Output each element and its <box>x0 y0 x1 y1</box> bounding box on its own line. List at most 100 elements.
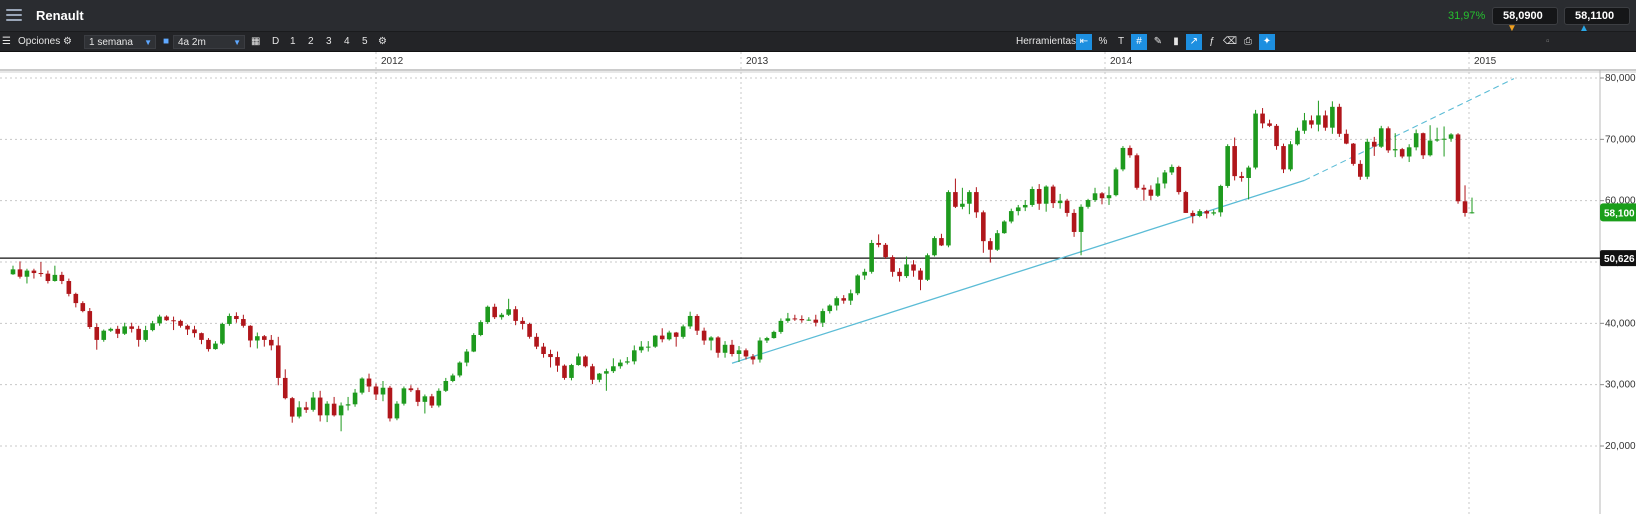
draw-tool-icon[interactable]: ✎ <box>1153 36 1163 47</box>
x-tick-label: 2012 <box>381 56 404 67</box>
candle-body <box>590 366 595 380</box>
candle-body <box>520 320 525 324</box>
candle-body <box>855 275 860 294</box>
current-price-badge <box>1600 203 1636 222</box>
candle-body <box>645 346 651 348</box>
gear-icon[interactable]: ⚙ <box>63 36 72 47</box>
candle-body <box>1267 123 1272 126</box>
y-tick-label: 40,000 <box>1605 318 1636 329</box>
menu-icon[interactable] <box>6 9 22 22</box>
candle-body <box>338 405 344 416</box>
candle-body <box>1392 149 1398 151</box>
interval-select[interactable]: 1 semana ▼ <box>84 35 156 49</box>
candle-body <box>548 354 553 358</box>
candle-body <box>994 233 1000 250</box>
candle-body <box>883 244 888 258</box>
candle-body <box>715 337 721 353</box>
zoom-icon[interactable]: ▫ <box>1546 36 1550 47</box>
grid-tool-icon[interactable]: # <box>1131 34 1147 50</box>
candle-body <box>1057 200 1063 204</box>
text-tool-icon[interactable]: T <box>1117 36 1125 47</box>
period-button[interactable]: 2 <box>308 36 314 47</box>
y-tick-label: 70,000 <box>1605 134 1636 145</box>
list-icon[interactable]: ☰ <box>2 36 11 47</box>
candle-body <box>80 303 86 312</box>
candle-body <box>108 328 114 331</box>
period-button[interactable]: 1 <box>290 36 296 47</box>
candle-body <box>771 331 777 339</box>
candle-body <box>1113 169 1119 196</box>
candle-body <box>813 319 819 323</box>
range-select[interactable]: 4a 2m ▼ <box>173 35 245 49</box>
candle-body <box>736 350 742 354</box>
candle-body <box>1036 189 1042 204</box>
candle-body <box>1099 193 1105 199</box>
period-button[interactable]: 3 <box>326 36 332 47</box>
candle-body <box>31 270 37 274</box>
candle-tool-icon[interactable]: ▮ <box>1173 36 1179 47</box>
candle-body <box>673 332 679 337</box>
candle-body <box>164 316 169 321</box>
candle-body <box>625 361 630 363</box>
candle-body <box>492 306 497 318</box>
candle-body <box>1015 207 1021 212</box>
candle-body <box>45 273 51 282</box>
candle-body <box>932 238 937 256</box>
candle-body <box>206 339 211 350</box>
period-button[interactable]: 4 <box>344 36 350 47</box>
ask-price-button[interactable]: 58,1100▲ <box>1564 7 1630 34</box>
candle-body <box>1127 147 1133 156</box>
cursor-tool-icon[interactable]: ⇤ <box>1076 34 1092 50</box>
candle-body <box>1232 146 1237 177</box>
candle-body <box>1309 120 1314 125</box>
candle-body <box>1078 206 1084 232</box>
candle-body <box>967 192 972 204</box>
calendar-icon[interactable]: ▦ <box>251 36 261 47</box>
candle-body <box>1176 166 1182 193</box>
trendline-extension <box>1304 78 1515 181</box>
candle-body <box>1253 113 1258 168</box>
candle-body <box>101 330 107 340</box>
options-button[interactable]: Opciones <box>18 35 60 49</box>
candle-body <box>499 314 504 318</box>
candle-body <box>387 387 393 419</box>
percent-tool[interactable]: % <box>1098 36 1108 47</box>
price-chart[interactable]: 201220132014201580,00070,00060,00050,000… <box>0 52 1636 514</box>
candle-body <box>527 323 532 337</box>
chart-toolbar: ☰ Opciones ⚙ 1 semana ▼ ■ 4a 2m ▼ ▦ D 1 2 … <box>0 32 1636 52</box>
candle-body <box>255 336 260 341</box>
candle-body <box>827 305 833 312</box>
candle-body <box>227 315 232 324</box>
candle-body <box>597 373 602 380</box>
candle-body <box>1344 133 1349 144</box>
candle-body <box>694 315 700 331</box>
candle-body <box>359 378 365 393</box>
candle-body <box>192 329 197 334</box>
candle-body <box>248 325 253 341</box>
candle-body <box>890 257 895 272</box>
candle-body <box>659 335 665 340</box>
candle-body <box>1043 186 1049 204</box>
candle-body <box>1434 139 1440 141</box>
candle-body <box>241 319 246 326</box>
time-axis-band <box>0 52 1636 70</box>
candle-body <box>701 330 707 341</box>
candle-body <box>234 315 239 320</box>
indicator-tool-icon[interactable]: ƒ <box>1209 36 1215 47</box>
bid-price-button[interactable]: 58,0900▼ <box>1492 7 1558 34</box>
period-button[interactable]: 5 <box>362 36 368 47</box>
lock-icon[interactable]: ■ <box>163 36 170 47</box>
eraser-icon[interactable]: ⌫ <box>1222 36 1238 47</box>
ask-price: 58,1100 <box>1575 10 1615 22</box>
candle-body <box>66 281 72 294</box>
y-tick-label: 30,000 <box>1605 380 1636 391</box>
magic-tool-icon[interactable]: ✦ <box>1259 34 1275 50</box>
candle-body <box>457 362 463 376</box>
settings-gear-icon[interactable]: ⚙ <box>378 36 387 47</box>
chart-area[interactable]: 201220132014201580,00070,00060,00050,000… <box>0 52 1636 514</box>
x-tick-label: 2015 <box>1474 56 1497 67</box>
period-button[interactable]: D <box>272 36 280 47</box>
candle-body <box>1406 147 1412 157</box>
trendline-tool-icon[interactable]: ↗ <box>1186 34 1202 50</box>
print-icon[interactable]: ⎙ <box>1244 36 1252 47</box>
